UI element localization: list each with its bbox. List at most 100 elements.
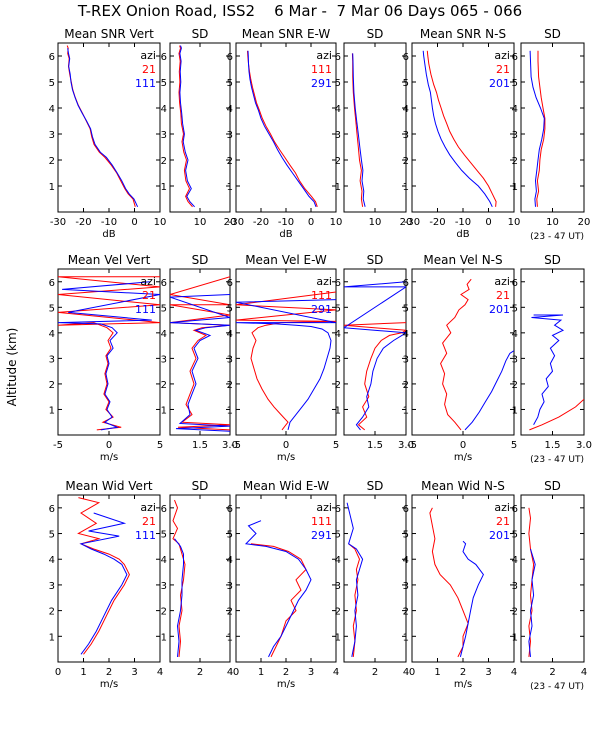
y-tick-label: 1: [161, 405, 167, 416]
x-tick-label: -10: [278, 217, 294, 228]
legend-header: azi: [316, 501, 332, 514]
legend-header: azi: [316, 275, 332, 288]
y-tick-label: 3: [512, 581, 518, 592]
y-tick-label: 6: [49, 278, 55, 289]
series-group: [178, 45, 195, 208]
y-tick-label: 4: [227, 555, 233, 566]
y-tick-label: 1: [227, 405, 233, 416]
legend-entry-blue: 291: [311, 303, 332, 316]
y-tick-label: 1: [403, 632, 409, 643]
y-tick-label: 1: [227, 182, 233, 193]
y-tick-label: 5: [335, 530, 341, 541]
x-tick-label: 10: [194, 217, 207, 228]
y-tick-label: 6: [161, 52, 167, 63]
series-line-red-111: [348, 543, 361, 657]
panel-title: SD: [367, 479, 384, 493]
y-tick-label: 6: [512, 278, 518, 289]
x-tick-label: 10: [508, 217, 521, 228]
y-tick-label: 5: [335, 78, 341, 89]
series-line-blue-111: [179, 45, 195, 208]
panel-title: SD: [192, 479, 209, 493]
y-tick-label: 2: [512, 156, 518, 167]
y-tick-label: 3: [403, 130, 409, 141]
x-tick-label: 1: [434, 667, 440, 678]
x-tick-label: -20: [429, 217, 445, 228]
x-tick-label: 3.0: [576, 440, 592, 451]
panel-snr-ew: 1 2 3 4 5 6 -30 -20 -10 0 10 Mean SNR E-W dB azi11129…: [227, 27, 343, 240]
x-tick-label: 4: [581, 667, 587, 678]
x-axis-label: m/s: [454, 679, 472, 690]
series-line-red-21: [429, 507, 469, 658]
y-tick-label: 1: [49, 182, 55, 193]
x-axis-label: dB: [102, 229, 115, 240]
y-tick-label: 4: [335, 555, 341, 566]
x-tick-label: -5: [231, 440, 241, 451]
y-tick-label: 6: [403, 52, 409, 63]
y-tick-label: 4: [227, 104, 233, 115]
series-line-blue-111: [79, 512, 128, 655]
y-tick-label: 4: [49, 104, 55, 115]
series-line-blue-291: [244, 520, 312, 658]
panel-frame: [343, 494, 407, 663]
y-tick-label: 4: [403, 104, 409, 115]
series-group: [429, 507, 484, 658]
y-tick-label: 4: [49, 329, 55, 340]
panel-title: SD: [544, 253, 561, 267]
legend-header: azi: [140, 501, 156, 514]
y-tick-label: 1: [49, 405, 55, 416]
y-tick-label: 4: [161, 329, 167, 340]
x-tick-label: 0: [409, 667, 415, 678]
series-line-red-21: [172, 499, 186, 657]
series-group: [236, 291, 336, 431]
y-tick-label: 4: [49, 555, 55, 566]
series-line-blue-111: [170, 294, 230, 432]
x-tick-label: 0: [460, 440, 466, 451]
series-group: [172, 499, 186, 657]
y-tick-label: 3: [403, 581, 409, 592]
x-tick-label: 2: [372, 667, 378, 678]
series-group: [440, 278, 514, 431]
series-group: [351, 53, 366, 207]
x-tick-label: 5: [157, 440, 163, 451]
series-line-blue-291: [344, 281, 406, 431]
x-tick-label: 10: [330, 217, 343, 228]
x-axis-label: dB: [279, 229, 292, 240]
x-tick-label: 1: [80, 667, 86, 678]
figure-title: T-REX Onion Road, ISS2 6 Mar - 7 Mar 06 …: [77, 2, 522, 20]
series-line-red-21: [528, 507, 535, 657]
y-tick-label: 2: [161, 607, 167, 618]
y-tick-label: 4: [512, 329, 518, 340]
x-axis-label: m/s: [100, 679, 118, 690]
y-tick-label: 5: [49, 530, 55, 541]
x-axis-label: m/s: [277, 679, 295, 690]
legend-entry-red: 21: [142, 63, 156, 76]
panel-title: Mean Vel E-W: [245, 253, 327, 267]
y-tick-label: 3: [512, 354, 518, 365]
ut-note: (23 - 47 UT): [530, 232, 584, 242]
x-tick-label: -30: [404, 217, 420, 228]
y-tick-label: 6: [512, 52, 518, 63]
ut-note: (23 - 47 UT): [530, 682, 584, 692]
x-tick-label: 10: [369, 217, 382, 228]
x-tick-label: 0: [283, 440, 289, 451]
y-tick-label: 4: [512, 104, 518, 115]
x-tick-label: 20: [224, 217, 237, 228]
series-line-blue-201: [529, 50, 545, 207]
y-tick-label: 6: [335, 278, 341, 289]
series-line-blue-201: [464, 350, 514, 431]
y-tick-label: 6: [227, 504, 233, 515]
series-group: [66, 45, 139, 208]
y-tick-label: 4: [227, 329, 233, 340]
x-tick-label: 1: [258, 667, 264, 678]
y-tick-label: 5: [335, 303, 341, 314]
x-tick-label: 3.0: [222, 440, 238, 451]
x-tick-label: 0: [308, 217, 314, 228]
x-tick-label: 1.5: [545, 440, 561, 451]
y-tick-label: 3: [227, 354, 233, 365]
x-tick-label: 4: [157, 667, 163, 678]
y-tick-label: 1: [227, 632, 233, 643]
y-tick-label: 6: [227, 278, 233, 289]
